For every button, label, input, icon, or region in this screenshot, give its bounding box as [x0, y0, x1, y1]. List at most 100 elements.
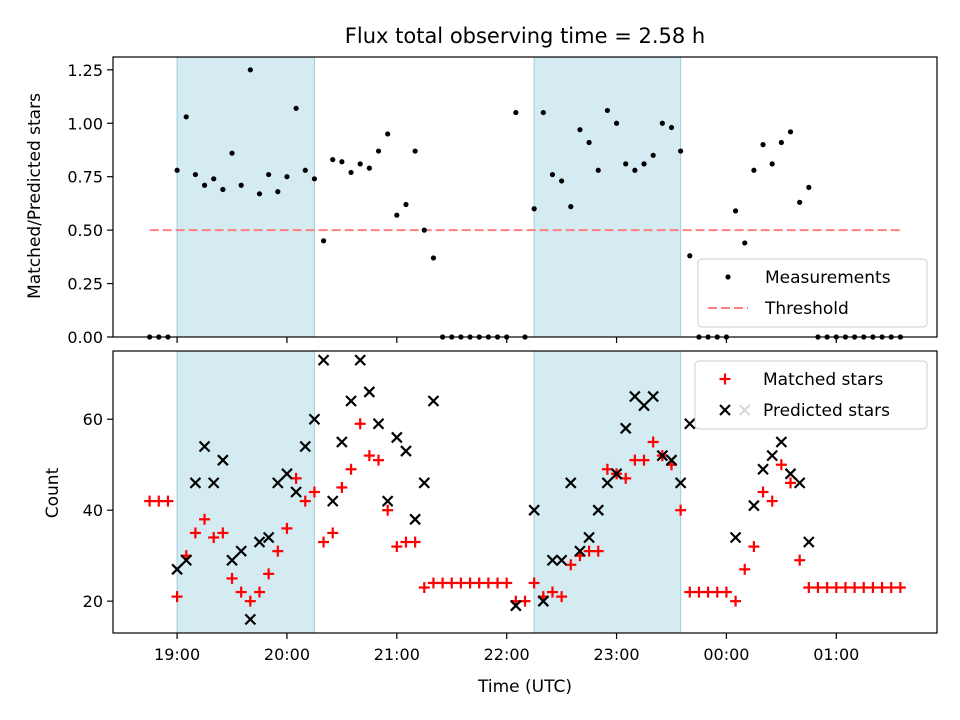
- shaded-span-1: [176, 56, 315, 338]
- bottom-y-axis-label: Count: [43, 467, 63, 518]
- top-shaded-spans: [176, 56, 682, 338]
- top-y-tick-label: 0.25: [67, 275, 103, 294]
- measurement-point: [211, 176, 217, 182]
- measurement-point: [778, 139, 784, 146]
- predicted-star-point: [171, 563, 183, 576]
- bottom-x-tick-label: 19:00: [154, 645, 200, 664]
- matched-star-point: [501, 577, 513, 589]
- bottom-shaded-spans: [176, 350, 682, 634]
- matched-star-point: [638, 454, 650, 466]
- bottom-x-tick-label: 01:00: [813, 645, 859, 664]
- predicted-star-point: [555, 554, 568, 567]
- matched-star-point: [189, 527, 201, 539]
- measurement-point: [375, 148, 382, 154]
- predicted-star-point: [262, 531, 275, 544]
- measurement-point: [385, 131, 391, 137]
- matched-star-point: [766, 495, 778, 507]
- matched-star-point: [894, 582, 906, 594]
- legend-predicted-label: Predicted stars: [763, 401, 890, 421]
- top-legend: Measurements Threshold: [697, 258, 928, 328]
- predicted-star-point: [207, 477, 220, 489]
- matched-star-point: [171, 591, 183, 603]
- top-plot-frame: [112, 56, 938, 338]
- measurement-point: [540, 109, 546, 116]
- measurement-point: [266, 171, 272, 178]
- measurement-point: [229, 150, 235, 156]
- measurement-point: [201, 182, 208, 188]
- top-axis: 0.00 0.25 0.50 0.75 1.00 1.25: [67, 61, 837, 347]
- predicted-star-point: [418, 477, 431, 489]
- measurement-point: [275, 189, 281, 195]
- predicted-star-point: [308, 413, 321, 426]
- matched-star-point: [785, 477, 797, 489]
- bottom-y-tick-label: 40: [83, 501, 103, 520]
- matched-star-point: [235, 586, 247, 598]
- measurement-point: [430, 255, 437, 261]
- measurement-point: [549, 171, 556, 178]
- legend-measurements-label: Measurements: [765, 268, 891, 288]
- measurement-point: [751, 167, 757, 173]
- matched-star-point: [730, 595, 742, 607]
- matched-star-point: [647, 436, 659, 448]
- bottom-x-tick-label: 20:00: [264, 645, 310, 664]
- measurement-point: [357, 161, 363, 167]
- x-axis-label: Time (UTC): [477, 677, 572, 697]
- top-y-tick-label: 0.75: [67, 168, 103, 187]
- matched-star-point: [217, 527, 229, 539]
- measurement-points: [147, 67, 903, 340]
- predicted-star-point: [674, 477, 687, 489]
- top-y-tick-label: 0.00: [67, 328, 103, 347]
- matched-star-point: [720, 586, 732, 598]
- predicted-star-point: [601, 477, 614, 489]
- matched-star-point: [519, 595, 531, 607]
- measurement-point: [641, 161, 647, 167]
- predicted-star-point: [803, 536, 815, 548]
- measurement-point: [604, 107, 611, 114]
- predicted-star-point: [537, 595, 550, 607]
- matched-star-point: [281, 522, 293, 534]
- predicted-star-point: [766, 449, 778, 462]
- predicted-star-point: [793, 477, 806, 489]
- predicted-star-point: [290, 486, 302, 498]
- measurement-point: [586, 139, 592, 146]
- predicted-star-point: [775, 436, 788, 448]
- measurement-point: [238, 182, 244, 188]
- matched-star-point: [382, 504, 394, 516]
- measurement-point: [302, 167, 308, 173]
- matched-star-point: [354, 418, 366, 430]
- matched-star-point: [794, 554, 806, 566]
- predicted-star-point: [253, 536, 266, 548]
- shaded-span-2: [533, 56, 682, 338]
- predicted-star-point: [336, 436, 348, 448]
- predicted-star-point: [656, 449, 669, 462]
- matched-star-point: [363, 450, 375, 462]
- shaded-span-1: [176, 350, 315, 634]
- bottom-y-tick-label: 60: [83, 410, 103, 429]
- bottom-plot-frame: [112, 350, 938, 634]
- matched-star-point: [620, 472, 632, 484]
- predicted-star-point: [610, 468, 623, 480]
- matched-star-point: [592, 545, 604, 557]
- predicted-star-point: [638, 399, 650, 412]
- matched-star-point: [739, 563, 751, 575]
- top-y-tick-label: 0.50: [67, 221, 103, 240]
- matched-star-point: [318, 536, 330, 548]
- predicted-star-point: [619, 422, 632, 435]
- measurement-point: [559, 178, 565, 184]
- predicted-star-point: [381, 495, 394, 507]
- predicted-star-point: [528, 504, 540, 516]
- top-chart-title: Flux total observing time = 2.58 h: [345, 24, 705, 48]
- matched-star-point: [373, 454, 385, 466]
- predicted-star-point: [629, 390, 641, 403]
- measurement-point: [742, 240, 748, 246]
- predicted-star-point: [226, 554, 238, 567]
- top-y-axis-label: Matched/Predicted stars: [25, 93, 45, 299]
- legend-predicted-marker: [719, 404, 731, 416]
- predicted-star-point: [272, 477, 284, 489]
- measurement-point: [732, 208, 739, 214]
- predicted-star-point: [647, 390, 659, 403]
- predicted-star-point: [748, 499, 760, 512]
- predicted-star-point: [729, 531, 742, 544]
- matched-star-point: [409, 536, 421, 548]
